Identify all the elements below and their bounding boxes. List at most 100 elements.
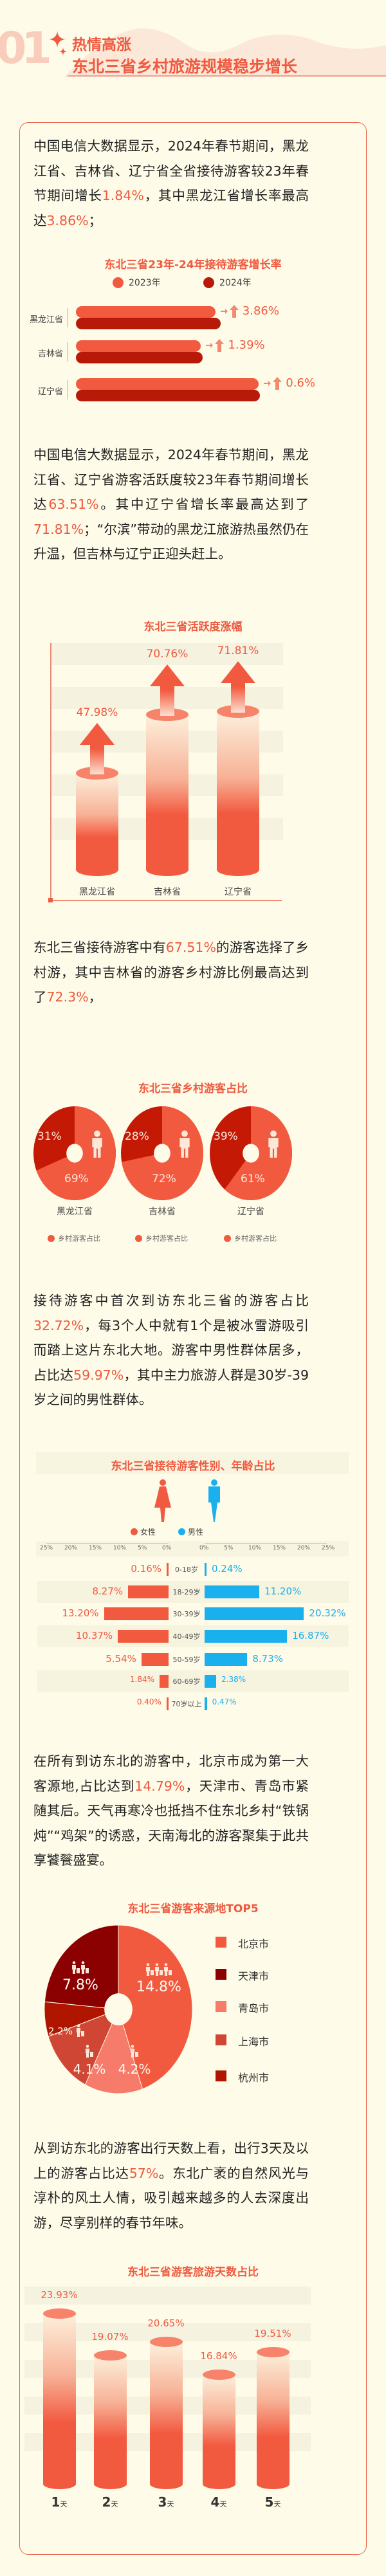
female-value: 8.27% [92,1585,124,1597]
age-label: 70岁以上 [171,1700,202,1708]
male-figure-icon [208,1479,220,1522]
rural-pie [33,1106,116,1200]
legend-label: 乡村游客占比 [58,1234,100,1243]
up-arrow-icon [221,661,255,713]
person-body [179,1138,190,1158]
day-unit: 天 [167,2500,174,2508]
up-arrow-icon [80,722,115,774]
category-label: 吉林省 [37,349,63,359]
female-value: 13.20% [62,1607,99,1619]
rural-percent-label: 72% [152,1173,176,1185]
legend-dot [135,1235,142,1242]
section-title-line1: 热情高涨 [72,37,131,53]
female-axis-tick: 10% [113,1545,127,1551]
male-bar [205,1675,217,1688]
mountain-decoration [64,28,386,77]
category-label: 黑龙江省 [57,1207,93,1217]
paragraph-text: 的游客选择了乡村游，其中吉林省的游客乡村游比例最高达到了 [33,940,309,1005]
person-icon [179,1130,190,1158]
category-label: 辽宁省 [237,1207,264,1217]
bar-2024 [76,352,203,363]
value-label: 20.65% [147,2317,185,2330]
legend-swatch [216,2001,226,2012]
cylinder-bar [202,2375,235,2489]
value-label: 19.07% [91,2331,129,2343]
male-axis-tick: 10% [248,1545,262,1551]
axis-band [36,1541,349,1557]
value-label: 71.81% [217,644,259,658]
age-label: 60-69岁 [172,1677,201,1686]
male-value: 2.38% [221,1675,246,1684]
female-bar [141,1653,169,1666]
chart-title: 东北三省接待游客性别、年龄占比 [111,1460,275,1473]
rural-pie [121,1106,203,1200]
male-axis-tick: 0% [199,1545,209,1551]
chart-title: 东北三省游客旅游天数占比 [127,2266,259,2279]
male-value: 20.32% [309,1607,346,1619]
section-title-line2: 东北三省乡村旅游规模稳步增长 [72,57,298,76]
day-unit: 天 [273,2500,281,2508]
legend-dot [131,1528,138,1535]
female-value: 10.37% [75,1630,113,1641]
traveler-icon [72,1961,89,1974]
up-arrow [215,339,225,352]
suitcase [135,2052,138,2057]
pie-hole [154,1144,170,1163]
age-label: 0-18岁 [175,1566,198,1574]
female-axis-tick: 25% [40,1545,53,1551]
traveler-icon [146,1963,172,1976]
pie-hole [66,1144,83,1163]
traveler-icon [131,2045,138,2058]
up-arrow-shape [150,664,185,716]
growth-arrow-icon [264,377,282,390]
male-bar [205,1653,248,1666]
traveler-head [164,1963,168,1966]
cylinder-top [93,2350,127,2361]
person-icon [268,1130,279,1158]
male-axis-tick: 20% [297,1545,311,1551]
slice-label: 14.8% [136,1978,181,1995]
rural-percent-label: 61% [241,1173,265,1185]
row-band [37,1581,349,1603]
legend-label: 天津市 [238,1970,270,1982]
paragraph-text: ，每3个人中就有1个是被冰雪游吸引而踏上这片东北大地。游客中男性群体居多，占比达 [33,1317,309,1383]
paragraph-text: ；“尔滨”带动的黑龙江旅游热虽然仍在升温，但吉林与辽宁正迎头赶上。 [33,521,309,562]
highlight-figure: 1.84% [102,188,144,203]
highlight-figure: 14.79% [134,1778,185,1794]
chart-title: 东北三省乡村游客占比 [138,1082,248,1095]
day-label: 5天 [260,2494,286,2510]
day-number: 5 [264,2494,274,2510]
value-label: 47.98% [76,706,118,719]
legend-label: 男性 [188,1528,204,1537]
traveler-icon [86,2045,93,2058]
female-bar [166,1697,169,1710]
female-value: 0.40% [136,1697,161,1706]
chart-title-band [36,1452,349,1474]
highlight-figure: 63.51% [48,497,99,512]
axis-origin-marker [48,898,53,902]
rural-percent-label: 69% [64,1173,89,1185]
female-bar [167,1563,169,1576]
legend-label: 乡村游客占比 [234,1234,277,1243]
female-bar [160,1675,169,1688]
other-percent-label: 31% [37,1130,62,1143]
traveler-head [81,1961,85,1964]
cylinder-top [42,2308,76,2319]
traveler-head [72,1961,76,1964]
legend-label: 杭州市 [238,2072,270,2084]
person-icon [92,1130,102,1158]
paragraph-trip-days: 从到访东北的游客出行天数上看，出行3天及以上的游客占比达57%。东北广袤的自然风… [33,2136,309,2235]
pie-slice-2 [84,2008,143,2094]
rural-pie [210,1106,292,1200]
male-value: 16.87% [292,1630,329,1641]
male-bar [205,1607,304,1620]
paragraph-activity-growth: 中国电信大数据显示，2024年春节期间，黑龙江省、辽宁省游客活跃度较23年春节期… [33,443,309,567]
legend-dot [113,277,124,288]
traveler-body [72,1965,76,1974]
age-label: 18-29岁 [172,1588,201,1596]
legend-label: 北京市 [238,1938,270,1950]
paragraph-text: 中国电信大数据显示，2024年春节期间，黑龙江省、辽宁省游客活跃度较23年春节期… [33,447,309,512]
person-head [94,1130,100,1137]
male-value: 0.24% [212,1563,243,1575]
x-axis-line [50,900,282,901]
